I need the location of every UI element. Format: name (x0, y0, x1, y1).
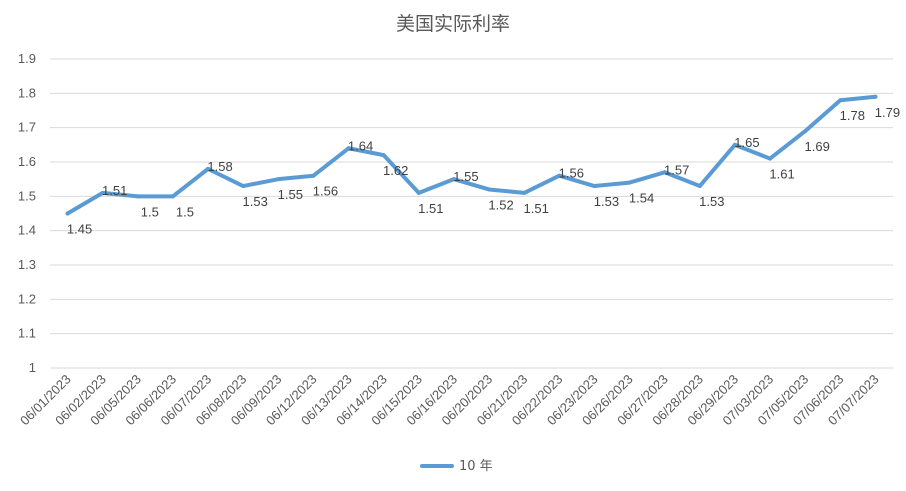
data-point (311, 173, 316, 178)
data-point (522, 190, 527, 195)
data-point (276, 177, 281, 182)
y-tick-label: 1.3 (18, 257, 36, 272)
legend-label: 10 年 (459, 459, 493, 474)
data-label: 1.62 (383, 163, 408, 178)
data-labels: 1.45 1.51 1.5 1.5 1.58 1.53 1.55 1.56 1.64 1.62 1.… (67, 105, 900, 237)
data-label: 1.78 (840, 108, 865, 123)
data-point (803, 129, 808, 134)
data-label: 1.55 (453, 169, 478, 184)
data-label: 1.79 (875, 105, 900, 120)
data-point (206, 166, 211, 171)
y-tick-label: 1.9 (18, 51, 36, 66)
data-label: 1.56 (313, 184, 338, 199)
y-tick-label: 1.4 (18, 223, 36, 238)
chart-title: 美国实际利率 (396, 13, 510, 35)
data-label: 1.45 (67, 222, 92, 237)
y-tick-label: 1.2 (18, 291, 36, 306)
data-point (873, 94, 878, 99)
data-point (662, 170, 667, 175)
data-point (697, 184, 702, 189)
data-point (732, 142, 737, 147)
gridlines (50, 58, 893, 369)
y-tick-label: 1.6 (18, 154, 36, 169)
data-point (557, 173, 562, 178)
data-point (768, 156, 773, 161)
y-tick-label: 1.1 (18, 326, 36, 341)
data-point (592, 184, 597, 189)
x-axis-ticks: 06/01/202306/02/202306/05/202306/06/2023… (17, 372, 881, 429)
data-point (346, 146, 351, 151)
data-label: 1.64 (348, 138, 373, 153)
y-tick-label: 1 (29, 360, 36, 375)
data-label: 1.5 (176, 204, 194, 219)
data-label: 1.69 (805, 139, 830, 154)
data-label: 1.53 (699, 194, 724, 209)
data-label: 1.5 (141, 204, 159, 219)
y-tick-label: 1.5 (18, 188, 36, 203)
data-label: 1.57 (664, 162, 689, 177)
data-label: 1.53 (243, 194, 268, 209)
data-point (416, 190, 421, 195)
data-point (381, 153, 386, 158)
data-point (100, 190, 105, 195)
data-point (65, 211, 70, 216)
y-tick-label: 1.7 (18, 120, 36, 135)
data-label: 1.51 (418, 201, 443, 216)
series-layer (65, 94, 878, 216)
y-axis-ticks: 1 1.1 1.2 1.3 1.4 1.5 1.6 1.7 1.8 1.9 (18, 51, 36, 375)
data-point (241, 184, 246, 189)
data-label: 1.55 (278, 187, 303, 202)
data-point (838, 98, 843, 103)
legend: 10 年 (420, 459, 493, 474)
data-label: 1.58 (207, 159, 232, 174)
data-label: 1.65 (734, 135, 759, 150)
y-tick-label: 1.8 (18, 85, 36, 100)
data-point (487, 187, 492, 192)
series-line-10y (65, 94, 878, 216)
data-label: 1.51 (102, 183, 127, 198)
data-point (135, 194, 140, 199)
data-label: 1.53 (594, 194, 619, 209)
data-point (451, 177, 456, 182)
data-label: 1.61 (769, 167, 794, 182)
data-label: 1.52 (488, 197, 513, 212)
data-point (627, 180, 632, 185)
data-label: 1.54 (629, 191, 654, 206)
data-label: 1.51 (524, 201, 549, 216)
data-point (170, 194, 175, 199)
data-label: 1.56 (559, 166, 584, 181)
